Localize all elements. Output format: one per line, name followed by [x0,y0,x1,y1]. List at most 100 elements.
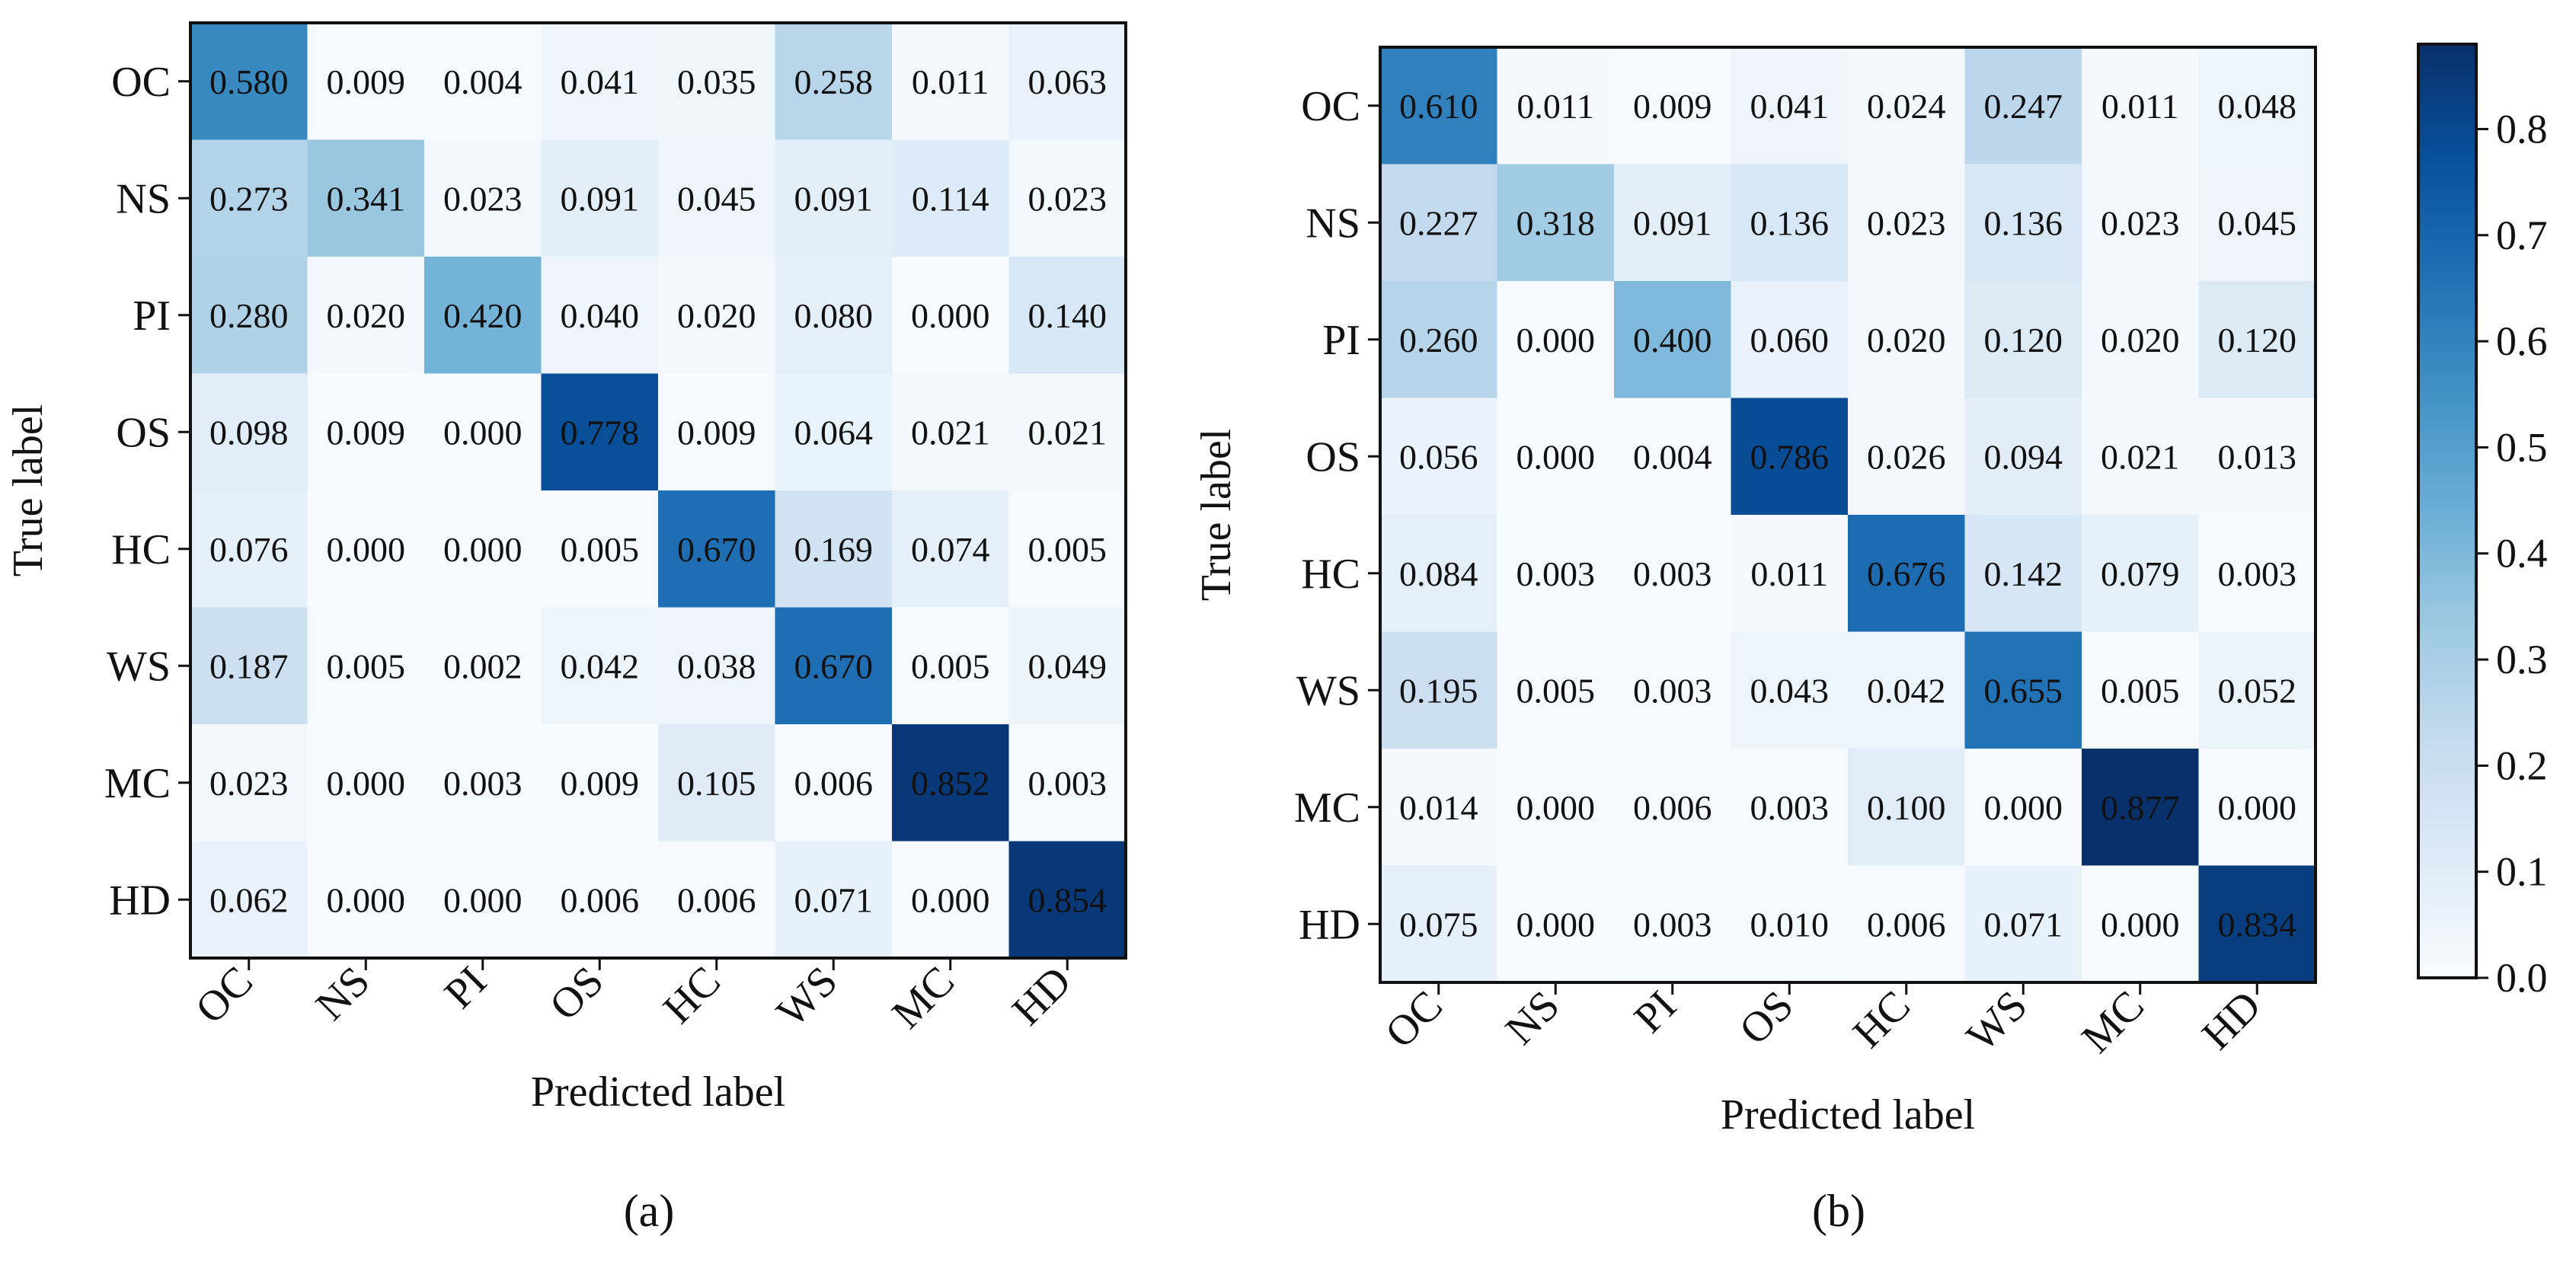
cell-value-label: 0.005 [911,647,990,685]
x-tick-label: WS [768,957,846,1036]
cell-value-label: 0.670 [794,647,874,685]
cell-value-label: 0.004 [443,62,523,101]
cell-value-label: 0.227 [1399,203,1478,242]
y-tick-label: WS [1296,667,1360,714]
cell-value-label: 0.074 [911,530,990,569]
x-tick-label: HD [2193,982,2270,1059]
cell-value-label: 0.075 [1399,905,1478,944]
heatmap-cell-hc-mc [892,490,1009,608]
cell-value-label: 0.676 [1867,554,1946,593]
cell-value-label: 0.006 [1633,788,1712,827]
heatmap-cell-mc-oc [1380,749,1497,866]
heatmap-cell-ws-os [1731,631,1849,749]
heatmap-cell-os-hd [2198,398,2316,516]
heatmap-cell-os-ws [1964,398,2082,516]
cell-value-label: 0.140 [1028,296,1107,335]
y-tick-label: HD [109,877,171,924]
heatmap-cell-ws-oc [190,607,308,725]
cell-value-label: 0.003 [1633,554,1712,593]
heatmap-cell-oc-mc [892,23,1009,140]
cell-value-label: 0.011 [2101,87,2179,126]
heatmap-cell-os-oc [1380,398,1497,516]
heatmap-cell-ws-hc [658,607,775,725]
cell-value-label: 0.009 [677,413,756,452]
heatmap-cell-ns-ns [1497,164,1615,282]
x-tick-label: OC [187,957,262,1033]
heatmap-cell-pi-oc [190,257,308,374]
cell-value-label: 0.000 [911,296,990,335]
cell-value-label: 0.318 [1517,203,1596,242]
cell-value-label: 0.000 [443,413,523,452]
y-tick-label: NS [116,175,171,222]
heatmap-cell-hc-os [541,490,659,608]
cell-value-label: 0.000 [2218,788,2297,827]
cell-value-label: 0.006 [794,764,874,803]
cell-value-label: 0.023 [1028,179,1107,218]
cell-value-label: 0.023 [443,179,523,218]
heatmap-cell-mc-oc [190,724,308,842]
heatmap-cell-oc-os [541,23,659,140]
y-tick-label: WS [107,643,171,690]
colorbar-gradient [2418,44,2476,978]
cell-value-label: 0.026 [1867,437,1946,476]
cell-value-label: 0.260 [1399,321,1478,359]
heatmap-cell-ns-hc [658,139,775,257]
y-tick-label: HD [1299,901,1360,948]
heatmap-cell-pi-pi [424,257,542,374]
cell-value-label: 0.091 [561,179,640,218]
heatmap-cell-hd-ws [1964,865,2082,983]
cell-value-label: 0.114 [912,179,989,218]
cell-value-label: 0.079 [2101,554,2180,593]
heatmap-cell-mc-hc [658,724,775,842]
heatmap-cell-os-ns [1497,398,1615,516]
cell-value-label: 0.045 [2218,203,2297,242]
cell-value-label: 0.060 [1750,321,1830,359]
cell-value-label: 0.100 [1867,788,1946,827]
heatmap-cell-ns-oc [1380,164,1497,282]
x-tick-label: OS [1731,982,1802,1053]
cell-value-label: 0.041 [561,62,640,101]
heatmap-cell-oc-pi [1614,47,1731,164]
cell-value-label: 0.041 [1750,87,1830,126]
heatmap-cell-hd-hd [1008,841,1127,959]
cell-value-label: 0.786 [1750,437,1830,476]
heatmap-cell-pi-os [1731,281,1849,398]
heatmap-cell-pi-hd [1008,257,1127,374]
cell-value-label: 0.049 [1028,647,1107,685]
cell-value-label: 0.005 [327,647,406,685]
y-tick-label: PI [133,292,171,340]
heatmap-cell-mc-ws [775,724,893,842]
heatmap-cell-hd-ws [775,841,893,959]
cell-value-label: 0.852 [911,764,990,803]
cell-value-label: 0.003 [1633,905,1712,944]
heatmap-cell-hc-ns [307,490,425,608]
heatmap-cell-mc-ns [1497,749,1615,866]
heatmap-cell-ns-ws [775,139,893,257]
heatmap-cell-mc-ns [307,724,425,842]
heatmap-cell-oc-ws [775,23,893,140]
heatmap-cell-hd-mc [2082,865,2199,983]
cell-value-label: 0.120 [2218,321,2297,359]
cell-value-label: 0.009 [327,62,406,101]
cell-value-label: 0.080 [794,296,874,335]
heatmap-cell-pi-ws [775,257,893,374]
cell-value-label: 0.005 [2101,671,2180,710]
cell-value-label: 0.040 [561,296,640,335]
cell-value-label: 0.071 [794,880,874,919]
heatmap-cell-ws-ws [1964,631,2082,749]
y-tick-label: HC [1301,551,1360,598]
heatmap-cell-oc-hd [1008,23,1127,140]
cell-value-label: 0.003 [1517,554,1596,593]
heatmap-cell-ns-os [541,139,659,257]
cell-value-label: 0.195 [1399,671,1478,710]
cell-value-label: 0.000 [1517,321,1596,359]
cell-value-label: 0.023 [1867,203,1946,242]
cell-value-label: 0.021 [911,413,990,452]
heatmap-cell-os-pi [424,373,542,491]
heatmap-cell-mc-ws [1964,749,2082,866]
axes-frame [189,21,1127,960]
heatmap-cell-os-oc [190,373,308,491]
heatmap-cell-oc-ws [1964,47,2082,164]
cell-value-label: 0.005 [1028,530,1107,569]
heatmap-cell-mc-hd [2198,749,2316,866]
